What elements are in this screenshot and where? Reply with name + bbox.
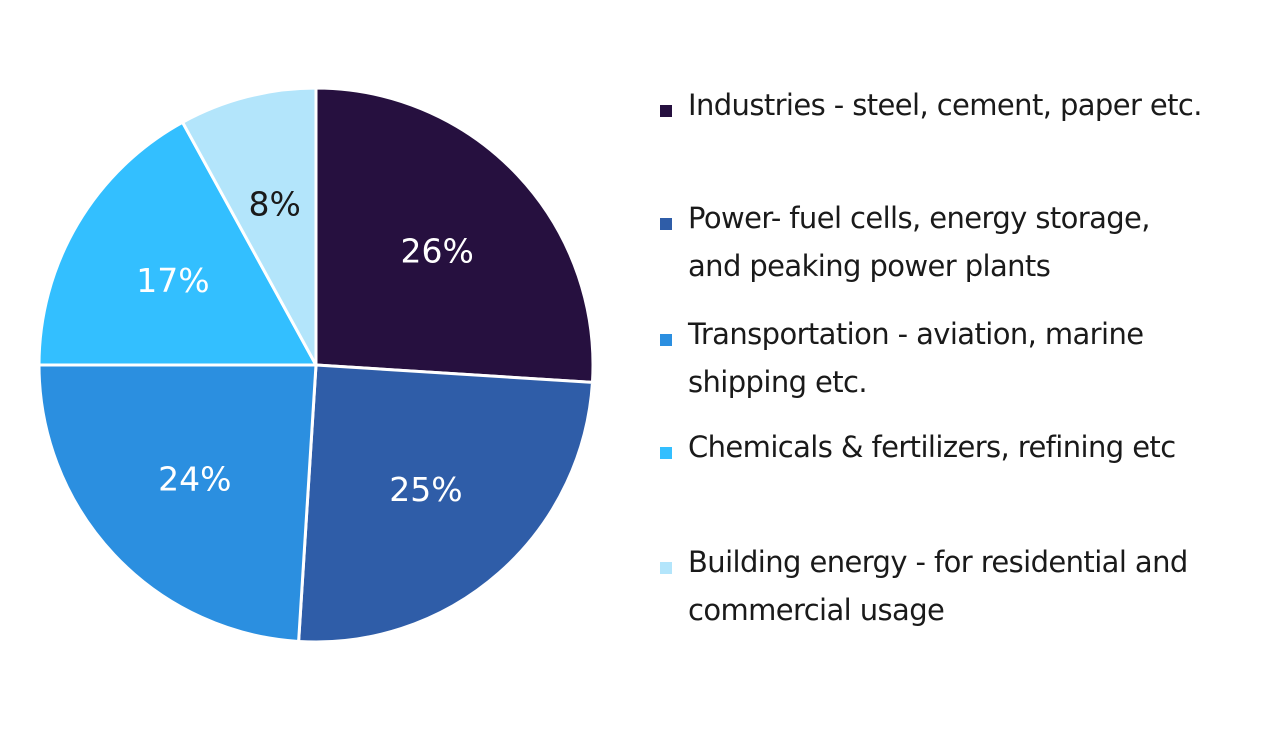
- pie-chart: 26% 25% 24% 17% 8%: [37, 86, 595, 644]
- legend-swatch-chemicals: [660, 447, 672, 459]
- legend-swatch-building: [660, 562, 672, 574]
- data-label-transportation: 24%: [158, 459, 231, 498]
- legend-label-industries: Industries - steel, cement, paper etc.: [688, 88, 1203, 122]
- data-label-building: 8%: [248, 185, 300, 224]
- data-label-power: 25%: [389, 470, 462, 509]
- data-label-chemicals: 17%: [136, 261, 209, 300]
- legend-swatch-industries: [660, 105, 672, 117]
- legend-item-chemicals: Chemicals & fertilizers, refining etc: [660, 430, 1176, 471]
- pie-slice-chemicals: [37, 120, 318, 367]
- pie-slice-industries: [314, 86, 595, 384]
- legend-label-building: Building energy - for residential and co…: [688, 545, 1188, 627]
- legend-label-chemicals: Chemicals & fertilizers, refining etc: [688, 430, 1176, 464]
- legend-item-power: Power- fuel cells, energy storage, and p…: [660, 201, 1151, 290]
- legend-swatch-transportation: [660, 334, 672, 346]
- legend-label-power: Power- fuel cells, energy storage, and p…: [688, 201, 1151, 283]
- pie-slice-building: [181, 86, 318, 367]
- legend-item-transportation: Transportation - aviation, marine shippi…: [660, 317, 1144, 406]
- pie-slice-transportation: [37, 363, 318, 643]
- legend-swatch-power: [660, 218, 672, 230]
- legend-item-industries: Industries - steel, cement, paper etc.: [660, 88, 1203, 129]
- data-label-industries: 26%: [400, 232, 473, 271]
- pie-slice-power: [297, 363, 594, 644]
- legend-item-building: Building energy - for residential and co…: [660, 545, 1188, 634]
- legend-label-transportation: Transportation - aviation, marine shippi…: [688, 317, 1144, 399]
